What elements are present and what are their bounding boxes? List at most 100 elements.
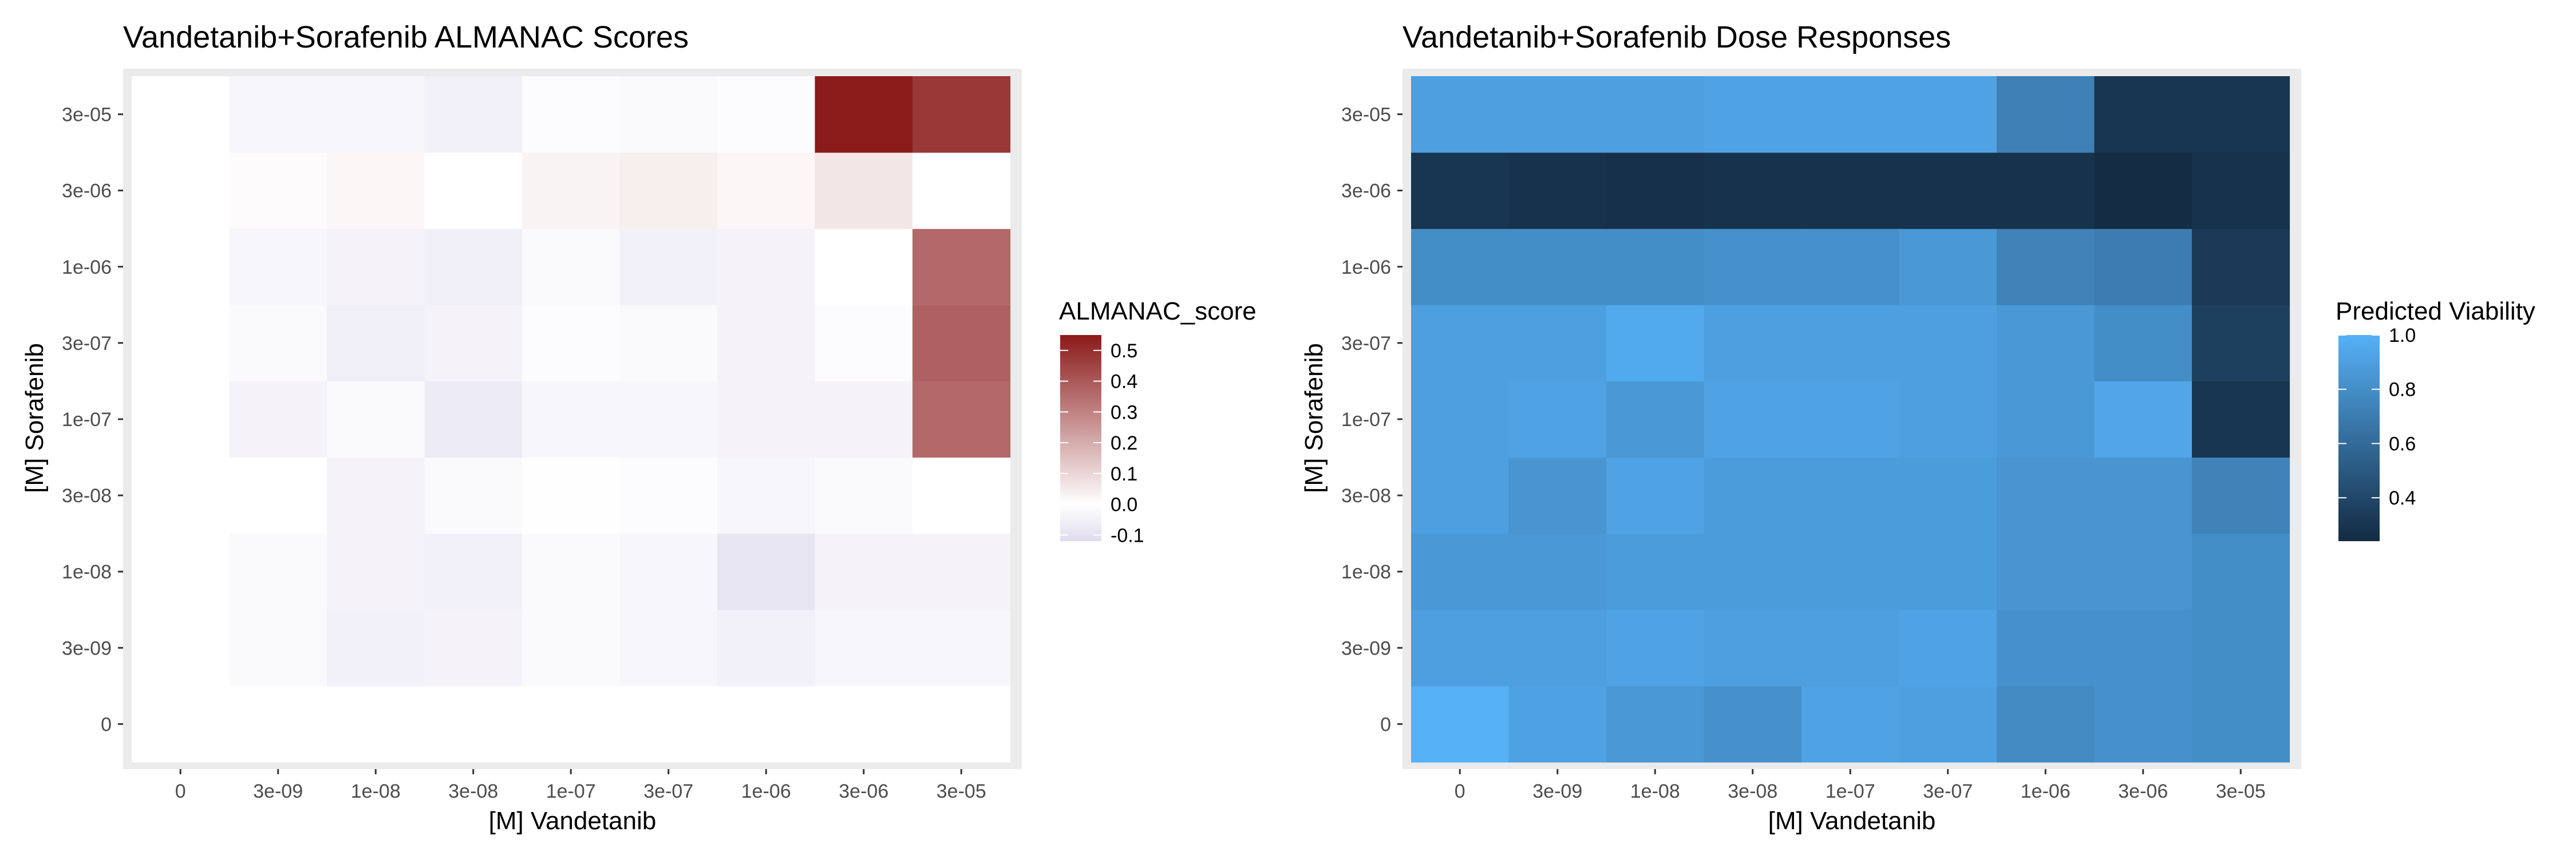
heatmap-cell: [1411, 457, 1510, 534]
y-tick-label: 1e-08: [62, 561, 112, 583]
heatmap-cell: [2192, 76, 2290, 153]
heatmap-cell: [1997, 457, 2095, 534]
heatmap-cell: [2192, 152, 2290, 229]
heatmap-cell: [1704, 381, 1802, 458]
legend-tick-label: 0.6: [2389, 433, 2416, 455]
heatmap-cell: [815, 152, 913, 229]
heatmap-cell: [1801, 381, 1900, 458]
y-tick-label: 0: [1380, 714, 1391, 735]
heatmap-cell: [2094, 685, 2192, 763]
heatmap-cell: [619, 685, 718, 763]
heatmap-cell: [1508, 305, 1607, 381]
y-tick-label: 1e-07: [62, 409, 112, 431]
y-tick-label: 3e-08: [1341, 485, 1391, 507]
heatmap-cell: [522, 457, 621, 534]
heatmap-cell: [1997, 533, 2095, 610]
heatmap-cell: [2094, 533, 2192, 610]
heatmap-cell: [1997, 609, 2095, 687]
legend-tick-label: 0.1: [1111, 463, 1137, 485]
y-tick-label: 3e-06: [1341, 180, 1391, 202]
heatmap-cell: [327, 228, 425, 305]
legend-tick-label: 0.5: [1111, 340, 1137, 362]
heatmap-cell: [1606, 76, 1705, 153]
heatmap-cell: [1508, 152, 1607, 229]
heatmap-cell: [132, 76, 230, 153]
x-tick-label: 1e-07: [546, 781, 596, 802]
heatmap-cell: [522, 381, 621, 458]
heatmap-cell: [229, 381, 327, 458]
legend-tick-label: 0.3: [1111, 401, 1137, 423]
heatmap-cell: [2094, 609, 2192, 687]
x-tick-label: 3e-06: [839, 781, 888, 802]
heatmap-cell: [1899, 228, 1997, 305]
heatmap-cell: [2192, 457, 2290, 534]
heatmap-cell: [1411, 305, 1510, 381]
heatmap-cell: [327, 457, 425, 534]
heatmap-cell: [1508, 381, 1607, 458]
heatmap-cell: [1606, 609, 1705, 687]
y-tick-label: 3e-05: [1341, 104, 1391, 126]
legend-tick-label: 0.2: [1111, 432, 1137, 454]
heatmap-cell: [815, 381, 913, 458]
heatmap-cell: [1606, 457, 1705, 534]
heatmap-cell: [424, 685, 523, 763]
y-tick-label: 3e-08: [62, 485, 112, 507]
heatmap-cell: [815, 533, 913, 610]
dose-legend-ticks: 1.0 0.8 0.6 0.4: [2338, 325, 2416, 509]
x-tick-label: 3e-09: [253, 781, 303, 802]
legend-tick-label: 0.4: [1111, 371, 1137, 393]
heatmap-cell: [522, 533, 621, 610]
heatmap-cell: [1606, 152, 1705, 229]
heatmap-cell: [229, 228, 327, 305]
x-tick-label: 3e-08: [448, 781, 498, 802]
heatmap-cell: [1411, 609, 1510, 687]
heatmap-cell: [912, 685, 1011, 763]
heatmap-cell: [717, 152, 816, 229]
heatmap-cell: [1411, 228, 1510, 305]
heatmap-cell: [132, 381, 230, 458]
almanac-title: Vandetanib+Sorafenib ALMANAC Scores: [123, 20, 689, 54]
heatmap-cell: [815, 305, 913, 381]
heatmap-cell: [424, 228, 523, 305]
heatmap-cell: [327, 76, 425, 153]
heatmap-cell: [327, 533, 425, 610]
heatmap-cell: [424, 76, 523, 153]
dose-x-axis-title: [M] Vandetanib: [1768, 807, 1936, 835]
heatmap-cell: [1606, 533, 1705, 610]
heatmap-cell: [2192, 609, 2290, 687]
almanac-cells: [132, 76, 1011, 763]
dose-x-ticks: 0 3e-09 1e-08 3e-08 1e-07 3e-07 1e-06 3e-06 3e-0…: [1455, 769, 2266, 802]
heatmap-cell: [717, 685, 816, 763]
heatmap-cell: [229, 457, 327, 534]
heatmap-cell: [815, 609, 913, 687]
x-tick-label: 0: [175, 781, 186, 802]
heatmap-cell: [1899, 76, 1997, 153]
heatmap-cell: [522, 152, 621, 229]
heatmap-cell: [327, 305, 425, 381]
heatmap-cell: [327, 152, 425, 229]
heatmap-cell: [229, 533, 327, 610]
heatmap-cell: [717, 609, 816, 687]
heatmap-cell: [2094, 457, 2192, 534]
heatmap-cell: [229, 609, 327, 687]
heatmap-cell: [1997, 152, 2095, 229]
heatmap-cell: [1997, 76, 2095, 153]
heatmap-cell: [1801, 152, 1900, 229]
heatmap-cell: [619, 305, 718, 381]
heatmap-cell: [619, 152, 718, 229]
heatmap-cell: [717, 228, 816, 305]
almanac-legend-title: ALMANAC_score: [1059, 297, 1257, 325]
heatmap-cell: [1704, 609, 1802, 687]
heatmap-cell: [1508, 457, 1607, 534]
heatmap-cell: [1606, 685, 1705, 763]
heatmap-cell: [1997, 228, 2095, 305]
heatmap-cell: [912, 381, 1011, 458]
heatmap-cell: [424, 609, 523, 687]
heatmap-cell: [1606, 381, 1705, 458]
heatmap-cell: [815, 76, 913, 153]
heatmap-cell: [2094, 305, 2192, 381]
heatmap-cell: [619, 457, 718, 534]
heatmap-cell: [327, 609, 425, 687]
heatmap-cell: [1508, 685, 1607, 763]
heatmap-cell: [619, 533, 718, 610]
